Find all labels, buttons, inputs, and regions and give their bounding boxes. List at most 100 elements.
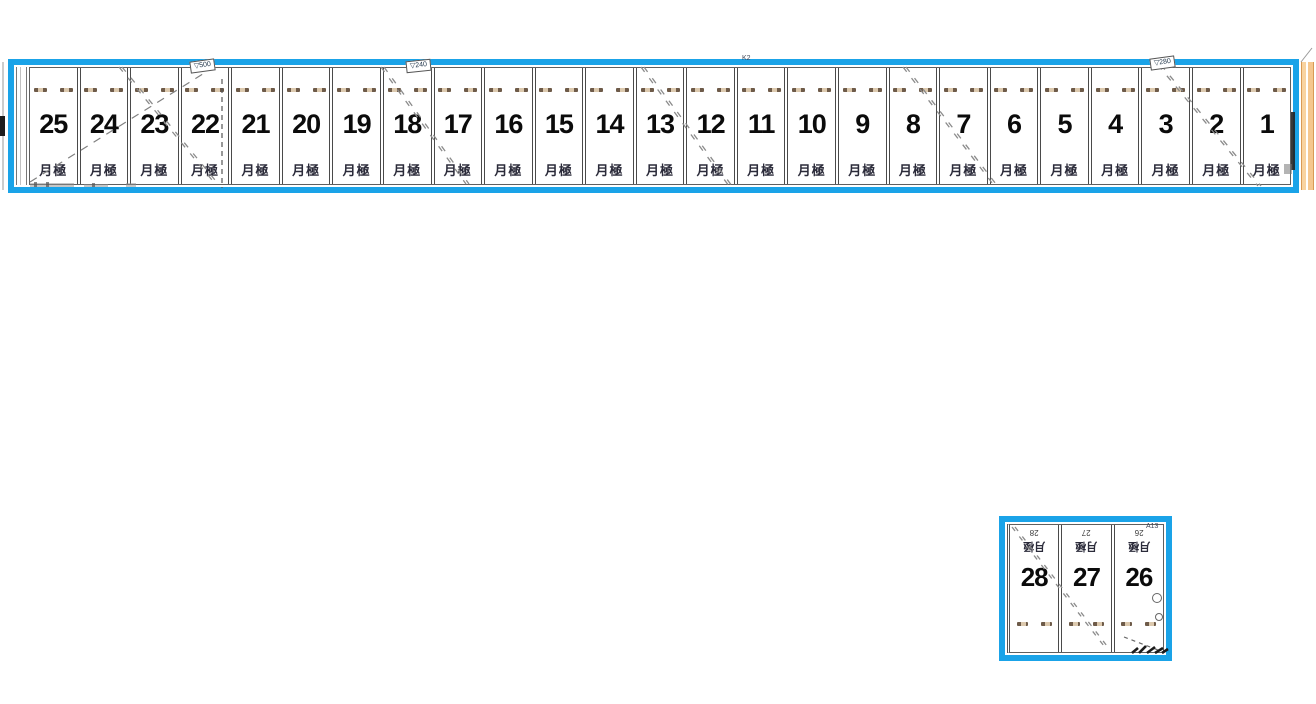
band-top-line bbox=[1300, 47, 1313, 63]
stall-number: 18 bbox=[393, 109, 422, 139]
stall-type-label: 月極 bbox=[696, 163, 725, 178]
stall-number: 26 bbox=[1125, 562, 1153, 592]
parking-stall: 9 月極 bbox=[835, 68, 886, 184]
wheel-stop-marks bbox=[1115, 622, 1163, 626]
selection-frame-annex-block[interactable]: 28 月極 28 27 月極 27 26 月極 26 bbox=[999, 516, 1172, 661]
stall-number: 9 bbox=[855, 109, 870, 139]
parking-stall: 19 月極 bbox=[329, 68, 380, 184]
stall-number: 3 bbox=[1158, 109, 1174, 139]
stall-number: 28 bbox=[1020, 562, 1049, 592]
parking-stall: 28 月極 28 bbox=[1010, 525, 1058, 652]
parking-stall: 22 月極 bbox=[177, 68, 229, 184]
parking-stall: 24 月極 bbox=[76, 68, 128, 184]
stall-type-label: 月極 bbox=[544, 163, 573, 178]
parking-stall: 8 月極 bbox=[885, 68, 937, 184]
parking-stall: 14 月極 bbox=[582, 68, 633, 184]
parking-stall: 25 月極 bbox=[30, 68, 77, 184]
stall-type-label: 月極 bbox=[342, 163, 371, 178]
stall-type-label-flipped: 月極 bbox=[1075, 540, 1098, 552]
wheel-stop-marks bbox=[232, 88, 279, 92]
stall-number: 16 bbox=[494, 109, 523, 139]
wheel-stop-marks bbox=[1010, 622, 1058, 626]
wheel-stop-marks bbox=[81, 88, 128, 92]
stall-number: 13 bbox=[646, 109, 675, 139]
wheel-stop-marks bbox=[1142, 88, 1189, 92]
annex-interior: 28 月極 28 27 月極 27 26 月極 26 bbox=[1005, 522, 1166, 655]
stall-number: 19 bbox=[342, 109, 372, 139]
highlighted-wall-band bbox=[1301, 62, 1314, 190]
parking-stall: 26 月極 26 bbox=[1110, 525, 1163, 652]
parking-stall: 11 月極 bbox=[733, 68, 785, 184]
stall-number: 8 bbox=[905, 109, 921, 139]
left-edge-mark bbox=[0, 116, 5, 136]
stall-number-flipped: 28 bbox=[1029, 528, 1039, 537]
left-wall-lines bbox=[16, 67, 27, 185]
stall-number: 11 bbox=[747, 109, 776, 139]
parking-stall: 10 月極 bbox=[784, 68, 835, 184]
wheel-stop-marks bbox=[890, 88, 937, 92]
stall-type-label: 月極 bbox=[494, 163, 523, 178]
stall-type-label: 月極 bbox=[1050, 163, 1079, 178]
stall-number: 17 bbox=[443, 109, 473, 139]
wheel-stop-marks bbox=[738, 88, 785, 92]
stall-number: 24 bbox=[89, 109, 119, 139]
stall-number: 12 bbox=[696, 109, 726, 139]
stall-type-label: 月極 bbox=[1202, 163, 1231, 178]
parking-stall: 3 月極 bbox=[1138, 68, 1189, 184]
stall-type-label: 月極 bbox=[190, 163, 219, 178]
wheel-stop-marks bbox=[1092, 88, 1139, 92]
annex-stall-row: 28 月極 28 27 月極 27 26 月極 26 bbox=[1007, 524, 1164, 653]
parking-stall: 7 月極 bbox=[936, 68, 987, 184]
stall-number: 5 bbox=[1057, 109, 1073, 139]
stall-type-label: 月極 bbox=[848, 163, 877, 178]
stall-number: 27 bbox=[1073, 562, 1101, 592]
stall-type-label: 月極 bbox=[39, 163, 68, 178]
stall-number: 6 bbox=[1006, 109, 1022, 139]
stall-number: 14 bbox=[595, 109, 624, 139]
stall-type-label: 月極 bbox=[797, 163, 826, 178]
stall-type-label: 月極 bbox=[747, 163, 776, 178]
wheel-stop-marks bbox=[586, 88, 633, 92]
stall-type-label-flipped: 月極 bbox=[1023, 540, 1046, 552]
stall-number: 10 bbox=[797, 109, 827, 139]
stall-type-label: 月極 bbox=[1101, 163, 1130, 178]
parking-stall: 15 月極 bbox=[531, 68, 583, 184]
stall-type-label: 月極 bbox=[393, 163, 422, 178]
stall-type-label: 月極 bbox=[1151, 163, 1180, 178]
stall-type-label: 月極 bbox=[1252, 163, 1281, 178]
wheel-stop-marks bbox=[940, 88, 987, 92]
selection-frame-main-row[interactable]: 25 月極 24 月極 23 月極 22 月 bbox=[8, 59, 1299, 193]
wheel-stop-marks bbox=[536, 88, 583, 92]
stall-type-label: 月極 bbox=[646, 163, 675, 178]
wheel-stop-marks bbox=[485, 88, 532, 92]
parking-stall: 18 月極 bbox=[379, 68, 431, 184]
stall-type-label: 月極 bbox=[595, 163, 624, 178]
parking-stall: 23 月極 bbox=[127, 68, 178, 184]
stall-number-flipped: 27 bbox=[1082, 528, 1091, 537]
area-code-label: A13 bbox=[1146, 523, 1159, 530]
stall-number: 25 bbox=[39, 109, 68, 139]
stall-number: 4 bbox=[1108, 109, 1123, 139]
stall-number: 7 bbox=[956, 109, 971, 139]
wheel-stop-marks bbox=[788, 88, 835, 92]
parking-stall: 4 月極 bbox=[1087, 68, 1139, 184]
wheel-stop-marks bbox=[182, 88, 229, 92]
wheel-stop-marks bbox=[1062, 622, 1110, 626]
stall-type-label: 月極 bbox=[292, 163, 321, 178]
stall-number: 2 bbox=[1209, 109, 1224, 139]
wheel-stop-marks bbox=[283, 88, 330, 92]
wheel-stop-marks bbox=[1244, 88, 1291, 92]
wheel-stop-marks bbox=[30, 88, 77, 92]
wheel-stop-marks bbox=[333, 88, 380, 92]
wheel-stop-marks bbox=[1041, 88, 1088, 92]
wheel-stop-marks bbox=[637, 88, 684, 92]
stall-type-label: 月極 bbox=[140, 163, 169, 178]
parking-stall: 13 月極 bbox=[632, 68, 684, 184]
parking-stall: 17 月極 bbox=[430, 68, 482, 184]
wheel-stop-marks bbox=[991, 88, 1038, 92]
parking-stall: 12 月極 bbox=[683, 68, 734, 184]
parking-stall: 27 月極 27 bbox=[1058, 525, 1110, 652]
stall-type-label: 月極 bbox=[241, 163, 270, 178]
stall-number: 21 bbox=[241, 109, 271, 139]
stall-number: 22 bbox=[190, 109, 220, 139]
